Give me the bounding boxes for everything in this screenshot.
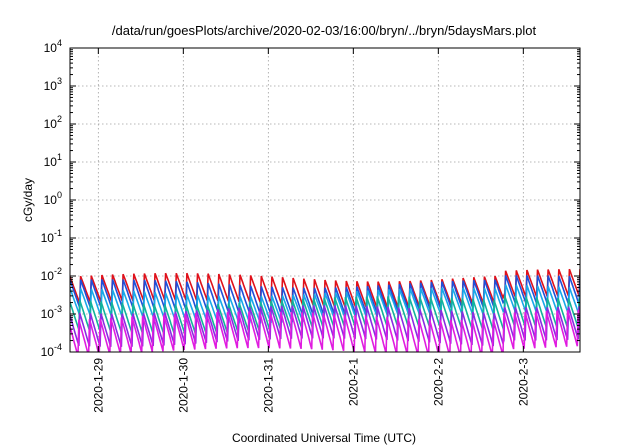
y-tick-label: 103 <box>44 76 62 93</box>
y-tick-exponent: -4 <box>54 342 62 352</box>
x-tick-label: 2020-1-29 <box>91 358 105 413</box>
y-tick-base: 10 <box>44 41 58 55</box>
y-tick-exponent: -2 <box>54 266 62 276</box>
y-tick-exponent: -3 <box>54 304 62 314</box>
y-tick-label: 10-3 <box>41 304 62 321</box>
y-tick-base: 10 <box>44 155 58 169</box>
y-tick-base: 10 <box>44 79 58 93</box>
x-tick-label: 2020-1-31 <box>261 358 275 413</box>
x-axis: 2020-1-29 2020-1-30 2020-1-31 2020-2-1 2020-… <box>91 48 530 413</box>
y-tick-base: 10 <box>44 193 58 207</box>
y-tick-exponent: 3 <box>57 76 62 86</box>
series-line <box>70 305 580 348</box>
series-line <box>70 268 580 309</box>
y-tick-label: 102 <box>44 114 62 131</box>
y-tick-exponent: 2 <box>57 114 62 124</box>
x-tick-label: 2020-2-2 <box>431 358 445 406</box>
x-tick-label: 2020-2-3 <box>516 358 530 406</box>
y-tick-exponent: 0 <box>57 190 62 200</box>
y-tick-base: 10 <box>41 269 55 283</box>
y-axis-label: cGy/day <box>21 178 35 222</box>
y-tick-label: 104 <box>44 38 62 55</box>
y-tick-base: 10 <box>44 117 58 131</box>
series-line <box>70 295 580 335</box>
y-tick-exponent: 4 <box>57 38 62 48</box>
x-tick-label: 2020-1-30 <box>176 358 190 413</box>
y-tick-label: 10-4 <box>41 342 62 359</box>
x-axis-label: Coordinated Universal Time (UTC) <box>232 431 416 445</box>
y-tick-exponent: 1 <box>57 152 62 162</box>
y-tick-base: 10 <box>41 307 55 321</box>
x-tick-label: 2020-2-1 <box>346 358 360 406</box>
y-tick-label: 101 <box>44 152 62 169</box>
series-line <box>70 309 580 352</box>
y-tick-label: 100 <box>44 190 62 207</box>
chart-title: /data/run/goesPlots/archive/2020-02-03/1… <box>112 23 537 38</box>
series-line <box>70 284 580 324</box>
y-tick-label: 10-1 <box>41 228 62 245</box>
y-tick-base: 10 <box>41 231 55 245</box>
y-tick-label: 10-2 <box>41 266 62 283</box>
series-line <box>70 275 580 317</box>
y-tick-base: 10 <box>41 345 55 359</box>
y-tick-exponent: -1 <box>54 228 62 238</box>
series-group <box>70 268 580 352</box>
